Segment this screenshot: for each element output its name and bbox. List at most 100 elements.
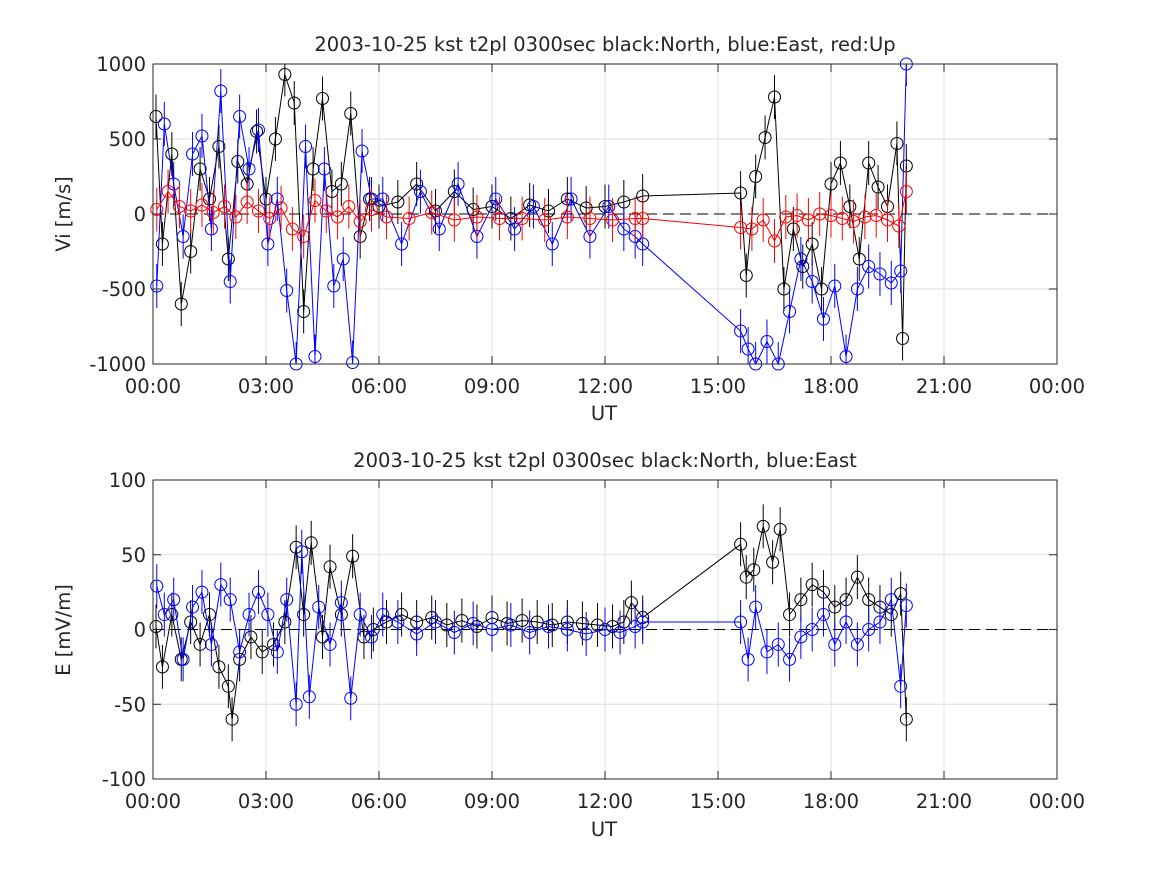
data-series (149, 504, 913, 742)
data-point (504, 618, 518, 632)
data-point (195, 129, 209, 143)
data-point (890, 137, 904, 150)
data-point (280, 284, 294, 297)
x-tick-label: 15:00 (690, 790, 746, 813)
data-point (278, 615, 292, 629)
data-point (545, 237, 559, 251)
data-point (242, 608, 256, 622)
data-point (344, 691, 358, 705)
data-point (881, 213, 894, 227)
data-point (768, 90, 781, 104)
data-point (816, 312, 830, 326)
data-point (526, 200, 540, 213)
data-point (447, 213, 461, 227)
data-point (355, 144, 369, 158)
data-point (172, 200, 186, 213)
data-point (873, 267, 887, 281)
data-point (636, 615, 650, 629)
data-point (259, 192, 273, 206)
data-point (316, 92, 329, 105)
data-point (756, 519, 770, 533)
data-point (899, 185, 913, 198)
data-point (285, 222, 299, 236)
data-point (323, 560, 337, 574)
data-point (766, 555, 780, 569)
data-point (470, 210, 484, 224)
axis-ticks: 00:00 03:00 06:00 09:00 12:00 15:00 18:00 21:00… (89, 53, 1085, 398)
x-tick-label: 00:00 (1029, 790, 1085, 813)
data-point (212, 140, 226, 153)
data-point (214, 84, 228, 98)
data-point (251, 204, 265, 218)
data-point (873, 615, 887, 629)
data-point (395, 237, 409, 251)
data-point (523, 625, 537, 639)
chart-panel-electric-field: 2003-10-25 kst t2pl 0300sec black:North,… (52, 449, 1085, 841)
data-point (364, 203, 378, 216)
data-point (852, 252, 866, 266)
data-point (274, 201, 288, 215)
data-point (268, 132, 282, 146)
x-tick-label: 00:00 (1029, 375, 1085, 398)
data-point (316, 630, 329, 644)
series-1 (150, 529, 913, 727)
data-point (606, 213, 620, 227)
data-point (240, 195, 254, 209)
data-point (413, 185, 427, 198)
data-point (214, 578, 228, 592)
data-point (745, 222, 759, 236)
data-point (425, 206, 439, 219)
y-tick-label: 50 (121, 544, 146, 567)
data-point (432, 222, 446, 236)
data-point (828, 637, 842, 651)
data-series (149, 57, 913, 371)
data-point (756, 213, 770, 227)
data-point (850, 637, 864, 651)
data-point (783, 608, 797, 622)
y-tick-label: -50 (114, 693, 146, 716)
y-axis-label: E [mV/m] (52, 584, 75, 676)
data-point (270, 192, 284, 206)
data-point (786, 222, 800, 236)
data-point (805, 623, 819, 636)
data-point (899, 712, 913, 726)
data-point (894, 264, 908, 278)
data-point (628, 212, 642, 225)
data-point (628, 620, 642, 634)
data-point (847, 215, 861, 228)
x-tick-label: 09:00 (464, 790, 520, 813)
y-tick-label: 0 (134, 203, 146, 226)
data-point (843, 200, 857, 213)
data-point (749, 170, 763, 183)
x-tick-label: 00:00 (125, 375, 181, 398)
data-point (741, 342, 755, 356)
data-point (327, 279, 341, 293)
data-point (229, 210, 243, 224)
axis-ticks: 00:00 03:00 06:00 09:00 12:00 15:00 18:00 21:00… (102, 469, 1085, 813)
data-point (871, 180, 885, 194)
data-point (165, 608, 179, 622)
data-point (225, 712, 239, 726)
data-point (583, 212, 597, 225)
data-point (297, 230, 311, 243)
data-point (794, 593, 808, 607)
data-point (485, 623, 499, 636)
data-point (805, 578, 819, 592)
data-point (824, 177, 838, 191)
data-point (425, 611, 439, 625)
data-point (167, 593, 181, 607)
data-point (297, 608, 311, 622)
data-point (816, 608, 830, 622)
data-point (451, 177, 465, 191)
data-point (184, 204, 198, 218)
data-point (739, 269, 753, 282)
data-point (299, 140, 313, 153)
data-point (790, 209, 804, 222)
data-point (233, 645, 247, 659)
data-point (542, 204, 555, 218)
data-point (150, 279, 164, 293)
data-point (862, 260, 876, 273)
x-tick-label: 18:00 (803, 790, 859, 813)
